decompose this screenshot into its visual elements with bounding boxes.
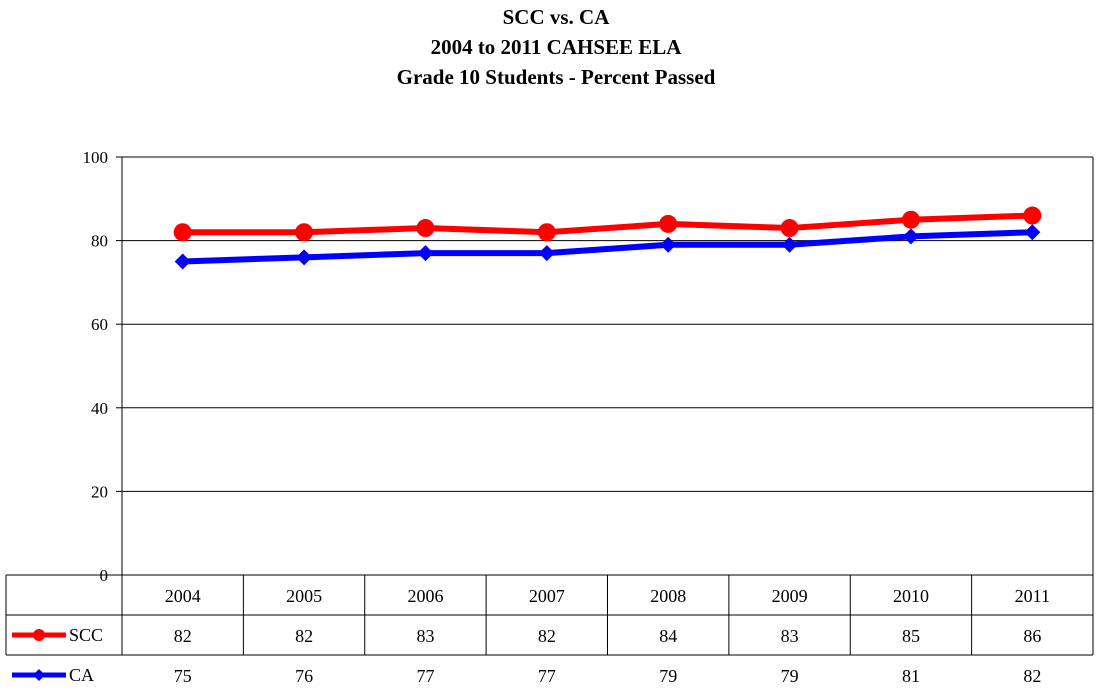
- x-category-label: 2007: [529, 586, 565, 606]
- legend-label-scc: SCC: [69, 625, 103, 645]
- data-label: 82: [1023, 666, 1041, 686]
- data-label: 82: [538, 626, 556, 646]
- data-label: 83: [781, 626, 799, 646]
- data-label: 82: [174, 626, 192, 646]
- x-category-label: 2008: [650, 586, 686, 606]
- data-label: 77: [416, 666, 434, 686]
- data-label: 79: [659, 666, 677, 686]
- data-table: 2004 2005 2006 2007 2008 2009 2010 2011 SCC 82 82 8…: [5, 574, 1094, 686]
- data-point: [660, 236, 677, 253]
- y-tick-label: 20: [91, 482, 108, 501]
- data-point: [416, 219, 435, 238]
- data-label: 84: [659, 626, 677, 646]
- y-tick-label: 60: [91, 315, 108, 334]
- gridlines: [122, 156, 1094, 575]
- data-label: 75: [174, 666, 192, 686]
- x-category-label: 2010: [893, 586, 929, 606]
- x-category-label: 2009: [772, 586, 808, 606]
- data-point: [296, 249, 313, 266]
- chart-title: SCC vs. CA 2004 to 2011 CAHSEE ELA Grade…: [397, 5, 716, 89]
- data-point: [902, 228, 919, 245]
- chart-title-line-3: Grade 10 Students - Percent Passed: [397, 65, 716, 89]
- series-scc: [173, 206, 1042, 242]
- data-point: [659, 214, 678, 233]
- data-point: [901, 210, 920, 229]
- data-label: 77: [538, 666, 556, 686]
- series-group: [173, 206, 1042, 270]
- legend-label-ca: CA: [69, 665, 94, 685]
- x-category-label: 2005: [286, 586, 322, 606]
- data-point: [174, 253, 191, 270]
- series-line-ca: [182, 229, 1033, 265]
- chart-title-line-2: 2004 to 2011 CAHSEE ELA: [431, 35, 683, 59]
- x-category-label: 2004: [165, 586, 201, 606]
- data-point: [295, 223, 314, 242]
- data-point: [173, 223, 192, 242]
- chart-title-line-1: SCC vs. CA: [503, 5, 611, 29]
- data-point: [537, 223, 556, 242]
- data-label: 83: [416, 626, 434, 646]
- data-point: [1024, 224, 1041, 241]
- data-label: 81: [902, 666, 920, 686]
- data-point: [538, 245, 555, 262]
- data-label: 76: [295, 666, 313, 686]
- data-point: [1023, 206, 1042, 225]
- legend-key-marker-scc: [33, 629, 45, 641]
- series-line-scc: [182, 212, 1033, 236]
- y-tick-label: 80: [91, 232, 108, 251]
- data-point: [417, 245, 434, 262]
- legend-key-marker-ca: [33, 669, 45, 681]
- data-point: [780, 219, 799, 238]
- data-label: 79: [781, 666, 799, 686]
- x-category-label: 2006: [407, 586, 443, 606]
- data-label: 82: [295, 626, 313, 646]
- y-tick-label: 100: [83, 148, 109, 167]
- data-point: [781, 236, 798, 253]
- data-label: 85: [902, 626, 920, 646]
- series-ca: [174, 224, 1041, 270]
- y-tick-label: 40: [91, 399, 108, 418]
- x-category-label: 2011: [1015, 586, 1050, 606]
- data-label: 86: [1023, 626, 1041, 646]
